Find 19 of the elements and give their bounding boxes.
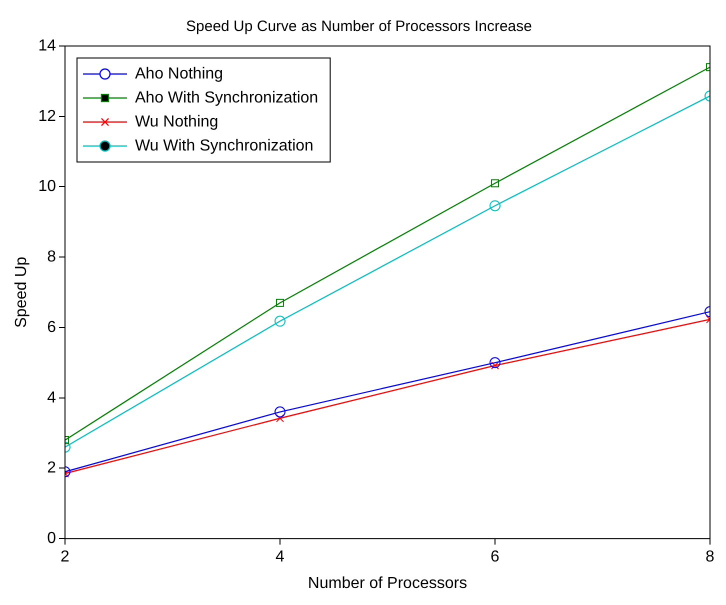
y-tick-label: 10 bbox=[38, 178, 56, 196]
y-tick-label: 12 bbox=[38, 108, 56, 125]
x-tick-label: 6 bbox=[490, 548, 500, 566]
y-tick-label: 6 bbox=[47, 318, 56, 336]
y-tick-label: 4 bbox=[47, 389, 56, 406]
y-tick-label: 8 bbox=[47, 248, 56, 266]
legend-label: Aho With Synchronization bbox=[134, 89, 318, 106]
legend-label: Wu Nothing bbox=[134, 113, 218, 130]
legend-label: Wu With Synchronization bbox=[134, 137, 314, 154]
x-tick-label: 8 bbox=[706, 548, 715, 566]
y-axis-title: Speed Up bbox=[13, 256, 30, 328]
x-axis-title: Number of Processors bbox=[308, 574, 468, 592]
y-tick-label: 0 bbox=[47, 530, 56, 548]
x-tick-label: 2 bbox=[60, 548, 70, 566]
x-tick-label: 4 bbox=[276, 548, 285, 566]
y-tick-label: 2 bbox=[47, 460, 56, 477]
chart-title: Speed Up Curve as Number of Processors Increase bbox=[186, 18, 532, 36]
y-tick-label: 14 bbox=[38, 37, 56, 54]
legend-label: Aho Nothing bbox=[134, 65, 224, 82]
